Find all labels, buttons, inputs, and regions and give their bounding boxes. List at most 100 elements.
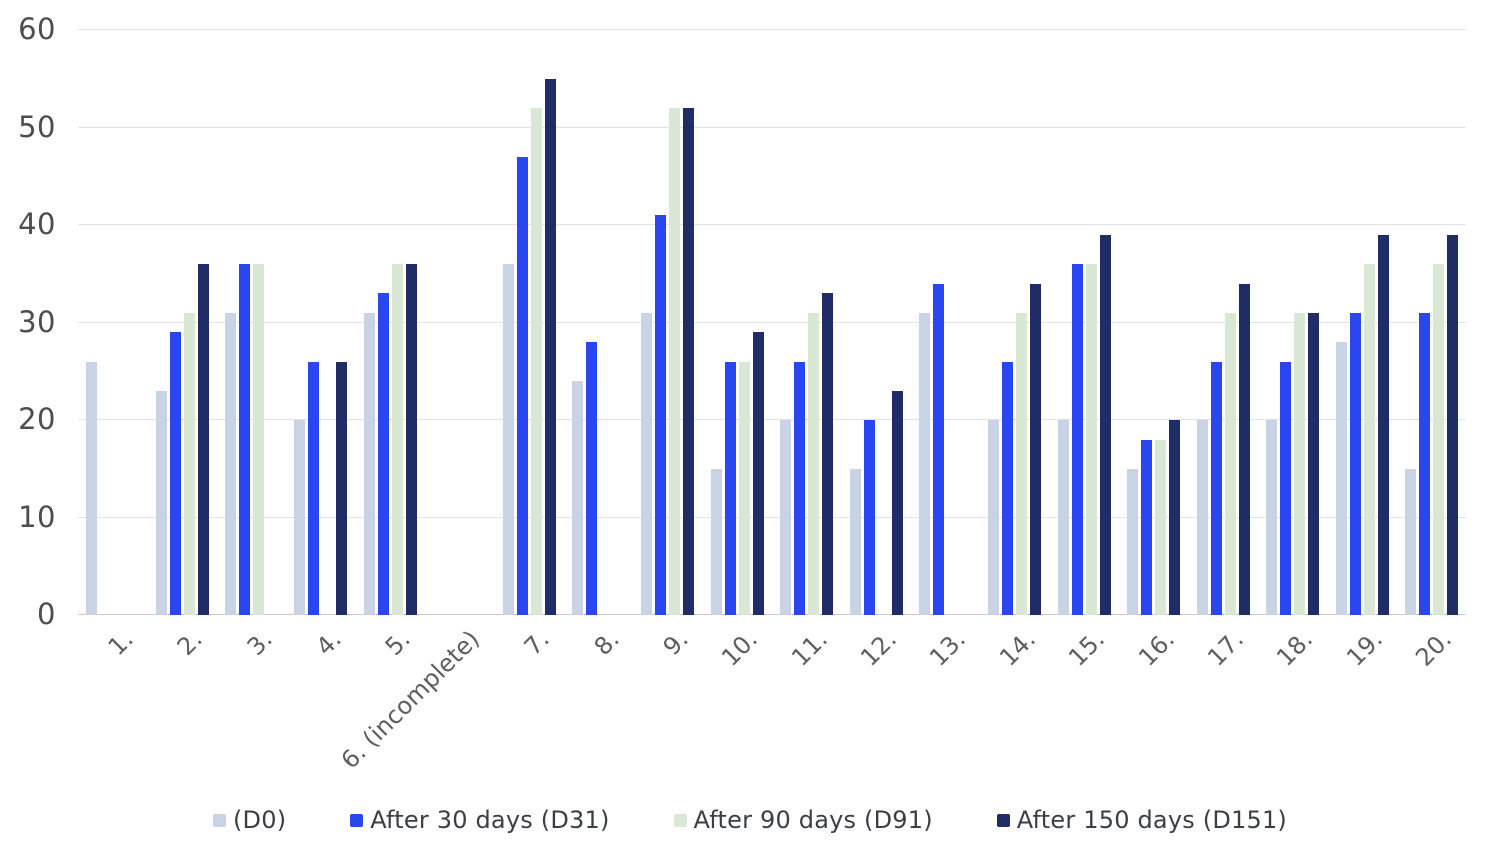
bar-cat1-series1 [86, 361, 98, 615]
x-axis-label-10: 10. [716, 625, 764, 672]
bar-group-4 [286, 30, 355, 615]
bar-cat17-series4 [1238, 283, 1250, 615]
x-axis-label-13: 13. [924, 625, 972, 672]
bar-group-18 [1258, 30, 1327, 615]
bar-group-12 [841, 30, 910, 615]
bar-cat5-series2 [377, 293, 389, 615]
bar-group-11 [772, 30, 841, 615]
bar-cat4-series2 [308, 361, 320, 615]
bar-cat16-series1 [1127, 468, 1139, 615]
bar-cat13-series1 [919, 312, 931, 615]
bar-cat13-series2 [933, 283, 945, 615]
y-axis-label-20: 20 [18, 402, 56, 436]
legend-marker-icon [212, 813, 226, 827]
legend-item-series2[interactable]: After 30 days (D31) [350, 806, 609, 834]
x-axis-label-17: 17. [1202, 625, 1249, 672]
bar-cat9-series1 [641, 312, 653, 615]
y-axis-label-0: 0 [37, 597, 56, 631]
bar-group-6 [425, 30, 494, 615]
bar-cat12-series1 [849, 468, 861, 615]
bar-cat18-series1 [1266, 420, 1278, 615]
bar-cat5-series1 [363, 312, 375, 615]
gridline-y40 [78, 224, 1466, 225]
bar-group-15 [1050, 30, 1119, 615]
legend-marker-icon [350, 813, 364, 827]
bar-cat2-series2 [169, 332, 181, 615]
x-axis-label-2: 2. [171, 625, 208, 661]
bar-group-16 [1119, 30, 1188, 615]
x-axis-label-7: 7. [518, 625, 555, 661]
gridline-y20 [78, 419, 1466, 420]
bar-cat9-series3 [669, 108, 681, 615]
x-axis-label-16: 16. [1132, 625, 1180, 672]
y-axis-label-10: 10 [18, 499, 56, 534]
bar-cat7-series4 [544, 78, 556, 615]
bar-cat15-series2 [1071, 264, 1083, 615]
bar-group-9 [633, 30, 702, 615]
legend-label: (D0) [232, 806, 287, 834]
bar-cat11-series2 [794, 361, 806, 615]
bar-cat7-series2 [516, 156, 528, 615]
bar-cat14-series1 [988, 420, 1000, 615]
bar-cat16-series4 [1169, 420, 1181, 615]
bar-cat17-series3 [1224, 312, 1236, 615]
x-axis-label-18: 18. [1271, 625, 1319, 672]
bar-cat10-series2 [724, 361, 736, 615]
bar-cat19-series4 [1377, 234, 1389, 615]
bar-cat20-series2 [1418, 312, 1430, 615]
bar-cat15-series3 [1085, 264, 1097, 615]
bar-cat7-series1 [502, 264, 514, 615]
bar-cat19-series2 [1349, 312, 1361, 615]
bar-cat12-series4 [891, 390, 903, 615]
bar-cat12-series2 [863, 420, 875, 615]
y-axis-label-50: 50 [18, 109, 56, 144]
bar-group-17 [1189, 30, 1258, 615]
bar-cat18-series4 [1308, 312, 1320, 615]
bar-group-2 [147, 30, 216, 615]
bar-cat2-series3 [183, 312, 195, 615]
legend-item-series3[interactable]: After 90 days (D91) [673, 806, 933, 834]
bar-cat15-series1 [1057, 420, 1069, 615]
bar-cat20-series1 [1404, 468, 1416, 615]
legend-item-series4[interactable]: After 150 days (D151) [996, 806, 1287, 834]
x-axis-label-19: 19. [1340, 625, 1388, 672]
bar-cat2-series4 [197, 264, 209, 615]
bar-cat11-series3 [808, 312, 820, 615]
x-axis-label-14: 14. [993, 625, 1041, 672]
bar-cat19-series1 [1335, 342, 1347, 615]
bar-cat10-series3 [738, 361, 750, 615]
bar-cat14-series2 [1002, 361, 1014, 615]
bar-cat11-series4 [822, 293, 834, 615]
x-axis-label-12: 12. [855, 625, 902, 672]
x-axis-label-8: 8. [588, 625, 625, 661]
legend-label: After 90 days (D91) [693, 806, 933, 834]
x-axis-label-11: 11. [785, 625, 833, 672]
gridline-y30 [78, 321, 1466, 323]
x-axis-label-4: 4. [310, 625, 347, 661]
bar-cat20-series4 [1446, 234, 1458, 615]
bar-cat17-series2 [1210, 361, 1222, 615]
bar-cat14-series3 [1016, 312, 1028, 615]
bar-cat10-series4 [752, 332, 764, 615]
bar-group-5 [356, 30, 425, 615]
bar-cat11-series1 [780, 420, 792, 615]
bar-cat9-series2 [655, 215, 667, 615]
bar-group-10 [703, 30, 772, 615]
bar-groups [78, 30, 1466, 615]
bar-cat16-series2 [1141, 439, 1153, 615]
x-axis-label-3: 3. [241, 625, 278, 661]
bar-cat5-series4 [405, 264, 417, 615]
legend-item-series1[interactable]: (D0) [212, 806, 287, 834]
bar-group-14 [980, 30, 1049, 615]
bar-group-19 [1327, 30, 1396, 615]
bar-cat8-series2 [586, 342, 598, 615]
bar-group-3 [217, 30, 286, 615]
x-axis-line [78, 614, 1466, 615]
bar-cat19-series3 [1363, 264, 1375, 615]
bar-cat16-series3 [1155, 439, 1167, 615]
bar-group-1 [78, 30, 147, 615]
bar-group-8 [564, 30, 633, 615]
bar-group-13 [911, 30, 980, 615]
bar-cat18-series2 [1280, 361, 1292, 615]
